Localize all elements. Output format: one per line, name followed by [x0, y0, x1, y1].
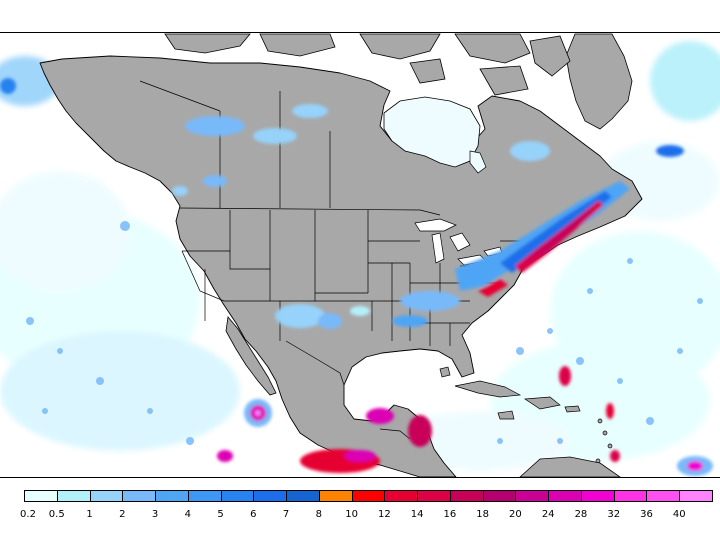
legend-tick-label: 2	[119, 509, 126, 520]
legend-swatch	[56, 490, 91, 502]
legend-swatch	[187, 490, 222, 502]
legend-tick-label: 20	[509, 509, 522, 520]
legend-tick-label: 0.2	[20, 509, 36, 520]
precipitation-legend	[24, 490, 713, 504]
south-america-landmass	[519, 456, 621, 477]
legend-tick-label: 16	[443, 509, 457, 520]
legend-tick-label: 1	[86, 509, 93, 520]
ocean-precip-cells	[26, 221, 703, 445]
caribbean-islands	[439, 366, 613, 464]
legend-swatch	[449, 490, 484, 502]
legend-swatch	[286, 490, 320, 502]
arctic-islands	[164, 33, 571, 96]
legend-swatch	[515, 490, 550, 502]
legend-swatch	[679, 490, 713, 502]
legend-tick-label: 28	[574, 509, 588, 520]
great-lakes	[414, 218, 503, 266]
legend-tick-label: 4	[184, 509, 191, 520]
legend-swatch	[155, 490, 189, 502]
legend-swatch	[613, 490, 648, 502]
greenland-landmass	[565, 33, 633, 130]
legend-tick-label: 3	[151, 509, 159, 520]
tropical-systems	[0, 78, 713, 476]
legend-tick-label: 10	[345, 509, 358, 520]
legend-swatch	[646, 490, 681, 502]
legend-swatch	[417, 490, 451, 502]
legend-tick-label: 40	[672, 509, 686, 520]
legend-tick-label: 5	[217, 509, 224, 520]
north-america-landmass	[39, 55, 643, 477]
land-precip	[172, 104, 550, 329]
james-bay	[469, 150, 487, 174]
legend-tick-label: 18	[476, 509, 490, 520]
northeast-storm	[455, 181, 630, 297]
legend-tick-label: 6	[250, 509, 257, 520]
legend-swatch	[122, 490, 157, 502]
legend-swatch	[318, 490, 353, 502]
legend-swatch	[89, 490, 124, 502]
legend-swatch	[580, 490, 615, 502]
legend-swatch	[351, 490, 386, 502]
legend-swatch	[482, 490, 517, 502]
baja-california	[225, 316, 277, 396]
legend-swatch	[384, 490, 419, 502]
legend-tick-label: 7	[282, 509, 290, 520]
legend-tick-label: 12	[378, 509, 391, 520]
legend-tick-label: 8	[315, 509, 323, 520]
legend-swatch	[24, 490, 58, 502]
legend-tick-label: 14	[410, 509, 424, 520]
legend-tick-label: 36	[640, 509, 653, 520]
legend-swatch	[548, 490, 582, 502]
legend-tick-label: 32	[607, 509, 621, 520]
legend-tick-label: 24	[541, 509, 555, 520]
legend-swatch	[253, 490, 288, 502]
precipitation-map	[0, 32, 720, 478]
legend-swatch	[220, 490, 255, 502]
legend-tick-label: 0.5	[48, 509, 65, 520]
